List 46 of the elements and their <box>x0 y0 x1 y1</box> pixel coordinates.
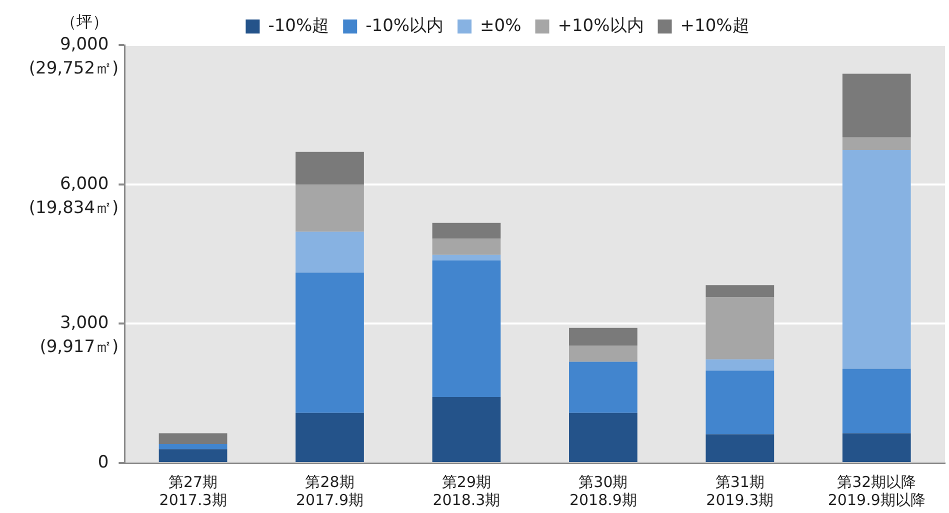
y-axis-title: （坪） <box>60 12 109 32</box>
bar <box>432 397 501 462</box>
legend-label: -10%以内 <box>366 16 444 36</box>
y2-tick-label: (19,834㎡) <box>28 198 119 218</box>
x-tick-label: 第32期以降 2019.9期以降 <box>828 472 926 509</box>
bar <box>569 362 638 413</box>
bar <box>842 137 911 150</box>
y2-tick-label: (29,752㎡) <box>28 58 119 78</box>
x-tick-label: 第27期 2017.3期 <box>159 472 227 509</box>
x-tick-label: 第28期 2017.9期 <box>296 472 364 509</box>
x-tick-label: 第31期 2019.3期 <box>706 472 774 509</box>
bar <box>842 368 911 434</box>
bar <box>706 297 774 360</box>
bar <box>432 254 501 260</box>
bar <box>432 222 501 239</box>
bar <box>296 412 364 462</box>
bar <box>569 328 638 346</box>
bar <box>296 184 364 232</box>
y-tick-label: 0 <box>98 452 109 472</box>
bar <box>296 232 364 273</box>
legend-label: +10%超 <box>680 16 750 36</box>
bar <box>706 285 774 298</box>
y-tick-label: 9,000 <box>60 34 109 54</box>
bar <box>158 433 228 444</box>
bar <box>842 74 911 138</box>
bar <box>296 272 364 413</box>
y-tick-label: 3,000 <box>60 313 109 334</box>
bar <box>296 152 364 185</box>
y-tick-label: 6,000 <box>60 174 109 194</box>
legend-label: ±0% <box>480 16 522 36</box>
bar <box>158 449 228 462</box>
bar <box>569 345 638 362</box>
bar <box>706 370 774 434</box>
bar <box>569 412 638 462</box>
bar <box>706 434 774 462</box>
bar <box>706 359 774 371</box>
x-tick-label: 第29期 2018.3期 <box>432 472 500 509</box>
x-tick-label: 第30期 2018.9期 <box>569 472 637 509</box>
bar <box>432 238 501 255</box>
bar <box>842 150 911 369</box>
legend-label: -10%超 <box>268 16 330 36</box>
bar <box>432 260 501 398</box>
bar <box>842 433 911 462</box>
bar <box>158 444 228 450</box>
y2-tick-label: (9,917㎡) <box>40 337 119 358</box>
legend-label: +10%以内 <box>558 16 644 36</box>
